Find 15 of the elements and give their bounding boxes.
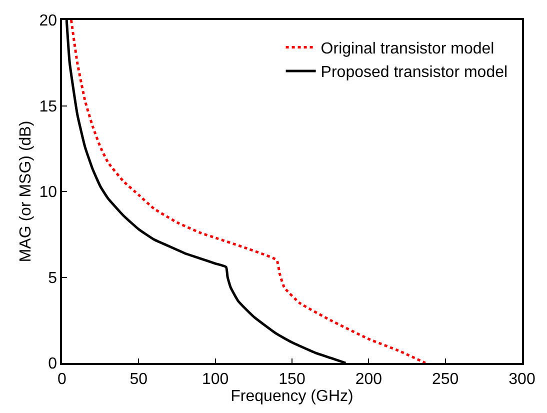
legend-label: Proposed transistor model [320,64,508,82]
y-axis-title: MAG (or MSG) (dB) [18,120,35,262]
y-tick-label: 10 [39,184,58,202]
y-tick-label: 20 [39,12,58,30]
x-tick-label: 250 [432,370,459,388]
x-tick-label: 100 [202,370,229,388]
x-axis-title: Frequency (GHz) [230,388,354,405]
x-tick-label: 150 [278,370,306,388]
legend-label: Original transistor model [320,40,494,58]
x-tick-label: 300 [508,370,536,388]
y-tick-label: 0 [48,356,58,373]
x-tick-label: 50 [130,370,148,388]
y-tick-label: 5 [48,270,58,287]
y-tick-label: 15 [39,98,58,116]
x-tick-label: 200 [355,370,382,388]
